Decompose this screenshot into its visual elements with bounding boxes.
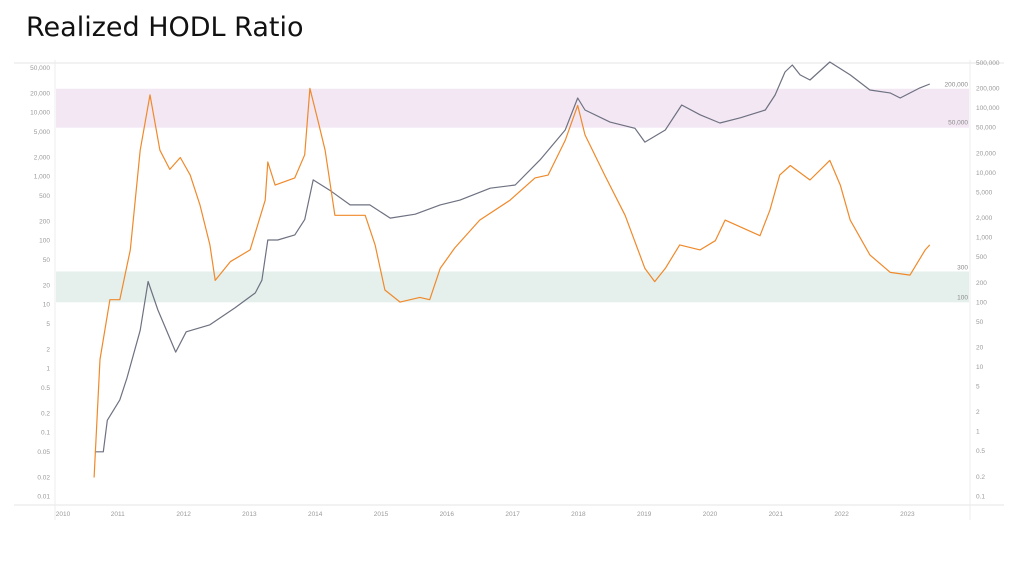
x-tick-label: 2014: [308, 511, 323, 518]
x-tick-label: 2019: [637, 511, 652, 518]
left-tick-label: 100: [39, 238, 50, 245]
right-tick-label: 2: [976, 409, 980, 416]
plot-frame: [14, 60, 1004, 520]
left-tick-label: 0.1: [41, 430, 50, 437]
right-tick-label: 0.2: [976, 474, 985, 481]
band-high-label: 200,000: [945, 82, 969, 89]
right-tick-label: 50,000: [976, 125, 996, 132]
left-tick-label: 0.01: [37, 494, 50, 501]
left-tick-label: 10: [43, 302, 51, 309]
band-low-label: 100: [957, 294, 968, 301]
page-title: Realized HODL Ratio: [26, 12, 304, 43]
bands: 200,000 50,000 300 100: [56, 82, 969, 303]
left-axis: 50,000 20,000 10,000 5,000 2,000 1,000 500 200 1…: [30, 65, 50, 501]
price-line: [94, 61, 931, 453]
left-tick-label: 50: [43, 257, 51, 264]
right-tick-label: 0.1: [976, 493, 985, 500]
right-tick-label: 200: [976, 280, 987, 287]
right-axis: 500,000 200,000 100,000 50,000 20,000 10,000 5…: [976, 60, 1000, 500]
left-tick-label: 2: [46, 346, 50, 353]
right-tick-label: 0.5: [976, 448, 985, 455]
left-tick-label: 0.5: [41, 385, 50, 392]
x-tick-label: 2023: [900, 511, 915, 518]
hodl-ratio-line: [93, 87, 931, 478]
x-tick-label: 2021: [769, 511, 784, 518]
right-tick-label: 100: [976, 299, 987, 306]
x-tick-label: 2013: [242, 511, 257, 518]
left-tick-label: 0.02: [37, 474, 50, 481]
series-lines: [93, 61, 931, 478]
x-tick-label: 2015: [374, 511, 389, 518]
right-tick-label: 5: [976, 384, 980, 391]
x-tick-label: 2011: [111, 511, 125, 518]
right-tick-label: 5,000: [976, 189, 993, 196]
x-tick-label: 2020: [703, 511, 718, 518]
band-0: [56, 88, 969, 128]
left-tick-label: 5: [46, 321, 50, 328]
right-tick-label: 1: [976, 429, 980, 436]
x-tick-label: 2017: [505, 511, 520, 518]
x-tick-label: 2022: [834, 511, 849, 518]
right-tick-label: 500,000: [976, 60, 1000, 67]
left-tick-label: 200: [39, 218, 50, 225]
left-tick-label: 1,000: [34, 174, 51, 181]
band-high-label: 300: [957, 264, 968, 271]
right-tick-label: 10,000: [976, 170, 996, 177]
x-tick-label: 2012: [176, 511, 191, 518]
right-tick-label: 10: [976, 364, 984, 371]
left-tick-label: 1: [46, 366, 50, 373]
right-tick-label: 2,000: [976, 215, 993, 222]
band-low-label: 50,000: [948, 120, 968, 127]
left-tick-label: 0.05: [37, 449, 50, 456]
x-tick-label: 2010: [56, 511, 71, 518]
right-tick-label: 50: [976, 319, 984, 326]
right-tick-label: 200,000: [976, 86, 1000, 93]
right-tick-label: 20: [976, 345, 984, 352]
right-tick-label: 20,000: [976, 150, 996, 157]
left-tick-label: 0.2: [41, 410, 50, 417]
left-tick-label: 10,000: [30, 110, 50, 117]
left-tick-label: 500: [39, 193, 50, 200]
left-tick-label: 20,000: [30, 90, 50, 97]
left-tick-label: 5,000: [34, 129, 51, 136]
right-tick-label: 500: [976, 254, 987, 261]
x-tick-label: 2016: [440, 511, 455, 518]
x-axis: 2010 2011 2012 2013 2014 2015 2016 2017 2018 2019…: [56, 511, 915, 518]
right-tick-label: 1,000: [976, 235, 993, 242]
right-tick-label: 100,000: [976, 105, 1000, 112]
left-tick-label: 50,000: [30, 65, 50, 72]
x-tick-label: 2018: [571, 511, 586, 518]
left-tick-label: 2,000: [34, 154, 51, 161]
band-1: [56, 271, 969, 303]
left-tick-label: 20: [43, 282, 51, 289]
